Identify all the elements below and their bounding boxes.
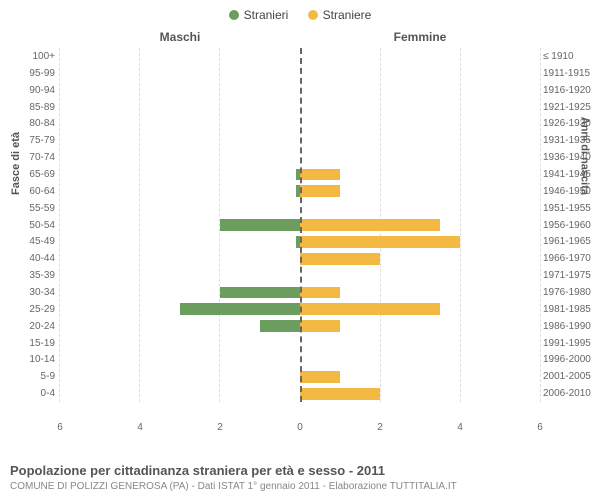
y-label-age: 25-29 [10,301,55,318]
y-label-age: 15-19 [10,335,55,352]
y-label-birth: 1946-1950 [543,183,598,200]
y-label-birth: 1981-1985 [543,301,598,318]
y-label-age: 0-4 [10,385,55,402]
y-label-birth: 1936-1940 [543,149,598,166]
bar-female [300,371,340,383]
y-label-birth: 1951-1955 [543,200,598,217]
y-label-birth: 1956-1960 [543,217,598,234]
y-label-birth: ≤ 1910 [543,48,598,65]
pyramid-chart-wrap: Stranieri Straniere Maschi Femmine Fasce… [0,0,600,500]
bar-female [300,185,340,197]
chart-legend: Stranieri Straniere [0,0,600,23]
y-label-age: 60-64 [10,183,55,200]
y-label-birth: 1986-1990 [543,318,598,335]
plot-area [60,48,540,402]
chart-footer: Popolazione per cittadinanza straniera p… [10,463,590,492]
y-label-birth: 2001-2005 [543,368,598,385]
y-label-age: 50-54 [10,217,55,234]
y-label-age: 65-69 [10,166,55,183]
x-tick: 4 [457,422,463,433]
legend-swatch-male [229,10,239,20]
bar-female [300,219,440,231]
bar-female [300,388,380,400]
chart-subtitle: COMUNE DI POLIZZI GENEROSA (PA) - Dati I… [10,481,590,492]
y-label-age: 30-34 [10,284,55,301]
bar-female [300,169,340,181]
bar-female [300,287,340,299]
legend-swatch-female [308,10,318,20]
x-tick: 4 [137,422,143,433]
y-label-birth: 1926-1930 [543,115,598,132]
y-label-age: 20-24 [10,318,55,335]
x-tick: 6 [57,422,63,433]
chart-area: Maschi Femmine Fasce di età Anni di nasc… [60,30,540,420]
y-label-birth: 1966-1970 [543,250,598,267]
y-label-age: 35-39 [10,267,55,284]
y-label-birth: 1961-1965 [543,233,598,250]
bar-female [300,253,380,265]
y-label-age: 45-49 [10,233,55,250]
y-label-age: 95-99 [10,65,55,82]
y-label-birth: 1911-1915 [543,65,598,82]
bar-male [220,287,300,299]
y-labels-age: 100+95-9990-9485-8980-8475-7970-7465-696… [10,48,55,402]
y-label-age: 85-89 [10,99,55,116]
y-label-age: 40-44 [10,250,55,267]
y-label-birth: 2006-2010 [543,385,598,402]
y-label-age: 80-84 [10,115,55,132]
zero-line [300,48,302,402]
y-label-age: 5-9 [10,368,55,385]
y-label-birth: 1996-2000 [543,351,598,368]
y-label-age: 70-74 [10,149,55,166]
y-label-birth: 1991-1995 [543,335,598,352]
bar-female [300,236,460,248]
x-tick: 6 [537,422,543,433]
y-label-age: 55-59 [10,200,55,217]
y-label-age: 75-79 [10,132,55,149]
bar-female [300,320,340,332]
column-title-female: Femmine [300,30,540,44]
bar-male [260,320,300,332]
y-label-birth: 1921-1925 [543,99,598,116]
legend-label-male: Stranieri [244,8,289,22]
bar-male [180,303,300,315]
y-label-birth: 1931-1935 [543,132,598,149]
grid-line [540,48,541,402]
y-label-age: 90-94 [10,82,55,99]
legend-item-female: Straniere [308,8,372,22]
y-label-age: 10-14 [10,351,55,368]
bar-female [300,303,440,315]
y-label-birth: 1941-1945 [543,166,598,183]
y-label-birth: 1976-1980 [543,284,598,301]
x-tick: 2 [217,422,223,433]
column-title-male: Maschi [60,30,300,44]
y-label-birth: 1916-1920 [543,82,598,99]
legend-label-female: Straniere [323,8,372,22]
x-tick: 0 [297,422,303,433]
bar-male [220,219,300,231]
chart-title: Popolazione per cittadinanza straniera p… [10,463,590,478]
legend-item-male: Stranieri [229,8,289,22]
y-label-birth: 1971-1975 [543,267,598,284]
y-labels-birth: ≤ 19101911-19151916-19201921-19251926-19… [543,48,598,402]
x-axis: 0 2 2 4 4 6 6 [60,422,540,436]
x-tick: 2 [377,422,383,433]
y-label-age: 100+ [10,48,55,65]
